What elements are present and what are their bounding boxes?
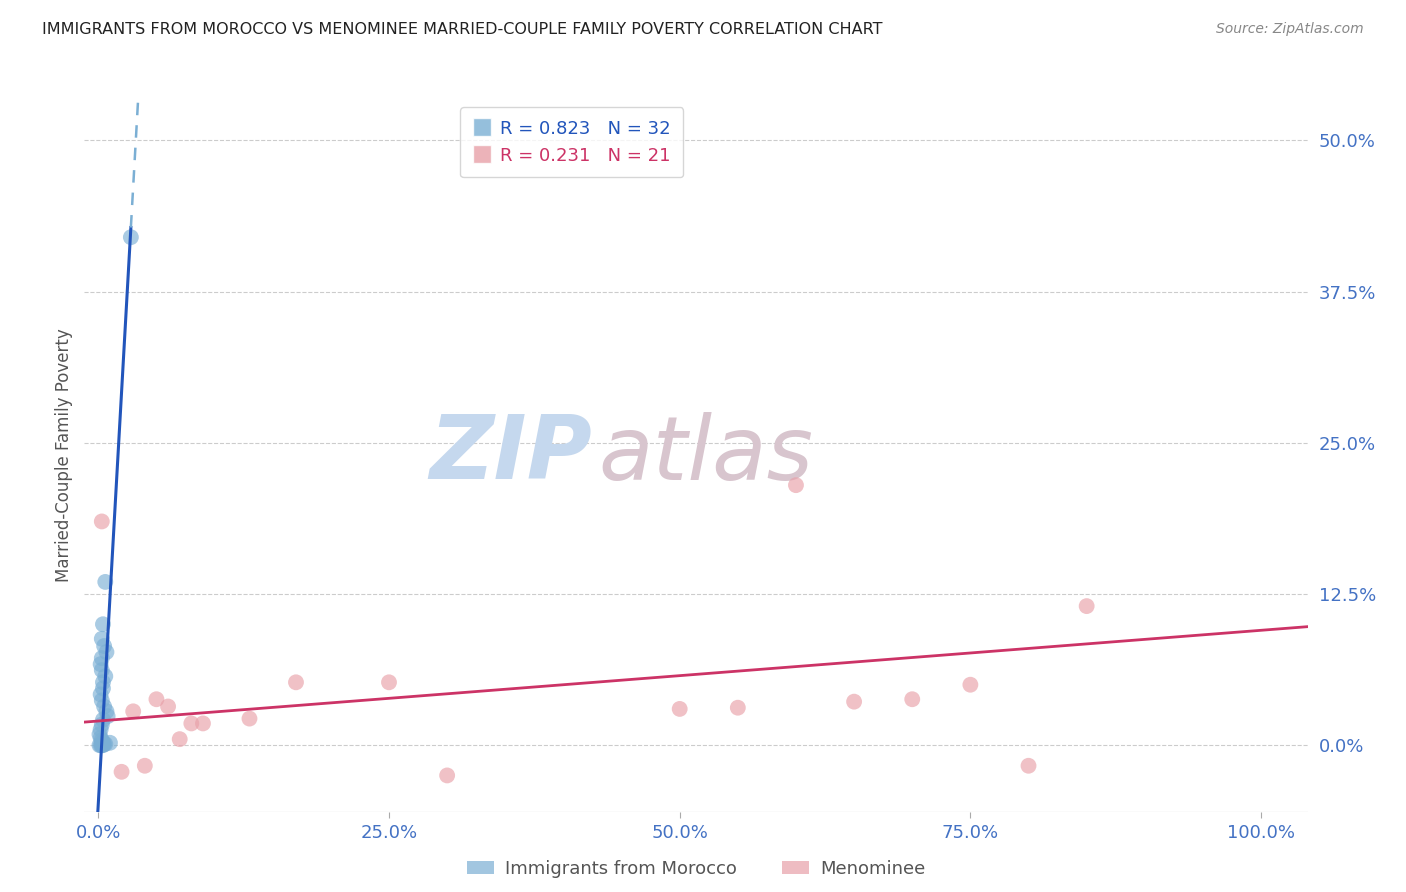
Point [90,738,112,752]
Point [96,645,118,659]
Point [90,738,112,752]
Point [727,700,749,714]
Point [90,515,112,529]
Point [90,663,112,677]
Point [91,738,114,752]
Point [238,712,260,726]
Point [378,675,401,690]
Point [94,574,117,589]
Point [90,731,112,745]
Text: IMMIGRANTS FROM MOROCCO VS MENOMINEE MARRIED-COUPLE FAMILY POVERTY CORRELATION C: IMMIGRANTS FROM MOROCCO VS MENOMINEE MAR… [42,22,883,37]
Point [90,651,112,665]
Point [90,693,112,707]
Point [89,727,111,741]
Point [145,692,167,706]
Point [842,695,865,709]
Text: atlas: atlas [598,412,813,498]
Point [90,687,112,701]
Legend: Immigrants from Morocco, Menominee: Immigrants from Morocco, Menominee [460,853,932,885]
Point [122,704,145,718]
Point [110,764,132,779]
Point [134,758,156,772]
Point [180,716,202,731]
Point [120,230,142,244]
Point [668,702,690,716]
Point [89,738,111,752]
Point [90,717,112,731]
Point [90,632,112,646]
Point [94,737,117,751]
Point [93,639,115,653]
Point [90,733,112,747]
Point [901,692,924,706]
Point [959,678,981,692]
Point [97,709,120,723]
Point [91,675,114,690]
Point [94,669,117,683]
Point [1018,758,1040,772]
Point [191,716,214,731]
Point [436,768,458,782]
Point [785,478,807,492]
Point [91,736,114,750]
Point [91,681,114,696]
Text: Source: ZipAtlas.com: Source: ZipAtlas.com [1216,22,1364,37]
Point [91,713,114,727]
Text: ZIP: ZIP [429,411,592,499]
Point [90,657,112,672]
Point [96,704,118,718]
Point [169,732,191,747]
Point [91,617,114,632]
Point [1076,599,1098,613]
Point [98,736,121,750]
Y-axis label: Married-Couple Family Poverty: Married-Couple Family Poverty [55,328,73,582]
Point [90,723,112,737]
Point [93,699,115,714]
Point [285,675,308,690]
Point [90,738,112,752]
Point [93,737,115,751]
Point [157,699,180,714]
